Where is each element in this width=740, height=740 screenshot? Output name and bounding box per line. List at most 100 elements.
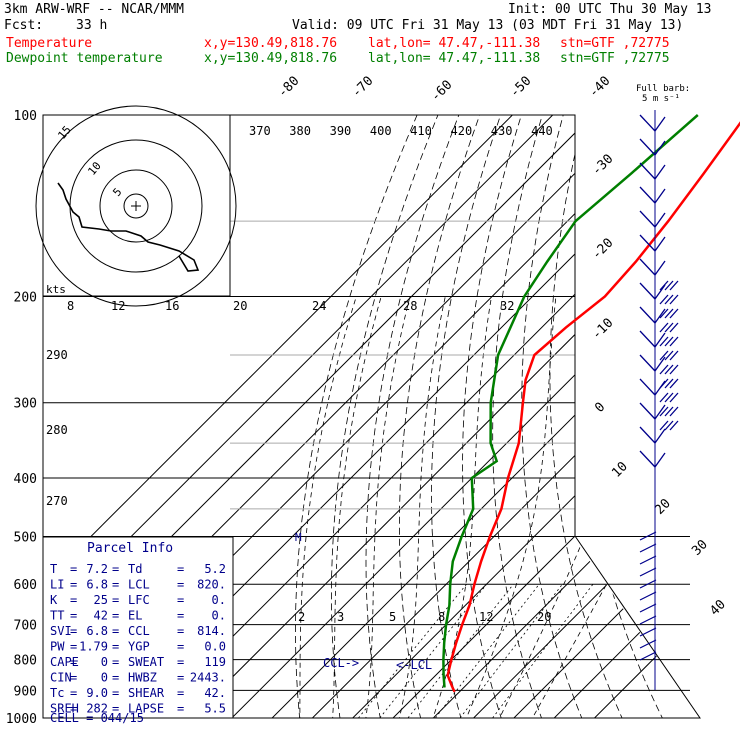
wind-barb-feather	[669, 406, 679, 417]
wind-barb	[654, 260, 666, 276]
wind-barb	[639, 651, 657, 661]
moist-adiabat	[299, 296, 357, 718]
wind-barb	[654, 116, 666, 132]
dry-adiabat	[295, 115, 418, 718]
wind-barb-feather	[669, 336, 679, 347]
dry-adiabat	[521, 115, 588, 718]
isotherm-line	[218, 115, 700, 718]
pressure-tick-label: 200	[14, 291, 37, 306]
theta-label: 400	[370, 124, 392, 138]
parcel-value: 0.	[212, 609, 226, 623]
wind-barb	[639, 627, 657, 637]
wind-barb	[639, 555, 657, 565]
wind-barb	[654, 284, 666, 300]
hodo-speed-label: 24	[312, 299, 326, 313]
parcel-value: 0.	[212, 593, 226, 607]
mixing-ratio-line	[379, 583, 488, 718]
skew-temp-label: -20	[589, 236, 616, 263]
skew-temp-label: 10	[609, 459, 631, 481]
dry-adiabat	[492, 115, 547, 718]
parcel-key: PW	[50, 640, 65, 654]
mixing-ratio-label: 8	[438, 610, 445, 624]
isotherm-line	[339, 115, 700, 718]
m-marker: M	[295, 531, 302, 544]
parcel-eq: =	[112, 578, 119, 592]
pressure-tick-label: 500	[14, 530, 37, 545]
mixing-ratio-label: 12	[479, 610, 493, 624]
theta-side-label: 270	[46, 494, 68, 508]
parcel-eq: =	[70, 562, 77, 576]
parcel-cell: CELL = 044/15	[50, 711, 144, 725]
parcel-value: 119	[204, 655, 226, 669]
parcel-value: 0	[101, 655, 108, 669]
parcel-info: Parcel Info T 7.2 = Td = 5.2 = LI 6.8 = LCL = 820. = K 2…	[42, 536, 234, 725]
wind-barb-feather	[664, 280, 674, 291]
parcel-eq: =	[112, 593, 119, 607]
parcel-key: LFC	[128, 593, 150, 607]
wind-barb-feather	[669, 420, 679, 431]
wind-barb-feather	[669, 308, 679, 319]
parcel-eq: =	[70, 593, 77, 607]
hodo-speed-label: 20	[233, 299, 247, 313]
wind-barb-feather	[659, 378, 669, 389]
wind-barb	[639, 306, 656, 324]
pressure-tick-label: 300	[14, 397, 37, 412]
wind-barb	[639, 138, 656, 156]
mixing-ratio-line	[407, 583, 514, 718]
wind-barb	[654, 140, 666, 156]
isotherm-line	[379, 115, 700, 718]
wind-barb	[654, 356, 666, 372]
wind-barb-feather	[664, 378, 674, 389]
dry-adiabat	[330, 115, 439, 718]
parcel-value: 0.0	[204, 640, 226, 654]
forecast-hours: 33 h	[76, 18, 108, 33]
dry-adiabat	[703, 115, 740, 731]
isotherm-line	[299, 115, 700, 718]
parcel-eq: =	[70, 640, 77, 654]
moist-adiabat	[428, 296, 492, 718]
temperature-surface-segment	[451, 686, 456, 693]
parcel-eq: =	[70, 655, 77, 669]
parcel-key: HWBZ	[128, 671, 157, 685]
temp-latlon: lat,lon= 47.47,-111.38	[368, 36, 541, 51]
wind-barb-feather	[669, 378, 679, 389]
parcel-eq: =	[112, 702, 119, 716]
wind-barb-feather	[669, 280, 679, 291]
wind-barb	[654, 188, 666, 204]
wind-barb	[639, 402, 656, 420]
parcel-eq: =	[177, 671, 184, 685]
wind-barb	[639, 210, 656, 228]
parcel-key: EL	[128, 609, 142, 623]
wind-barb	[654, 404, 666, 420]
isotherm-line	[420, 115, 700, 718]
moist-adiabat	[460, 296, 557, 718]
theta-label: 430	[491, 124, 513, 138]
wind-barb	[639, 258, 656, 276]
parcel-eq: =	[70, 671, 77, 685]
parcel-key: TT	[50, 609, 64, 623]
parcel-eq: =	[177, 702, 184, 716]
wind-barb	[639, 114, 656, 132]
hodograph-trace	[57, 182, 200, 272]
parcel-eq: =	[177, 609, 184, 623]
parcel-value: 1.79	[79, 640, 108, 654]
parcel-value: 2443.	[190, 671, 226, 685]
wind-barb	[654, 164, 666, 180]
wind-barb	[654, 308, 666, 324]
temp-station: stn=GTF ,72775	[560, 36, 670, 51]
skew-temp-label: 30	[689, 537, 711, 559]
wind-barb	[639, 162, 656, 180]
parcel-value: 9.0	[86, 686, 108, 700]
isotherm-line	[43, 115, 541, 718]
parcel-value: 0	[101, 671, 108, 685]
wind-barbs	[639, 110, 679, 690]
wind-barb	[639, 450, 656, 468]
isotherm-line	[541, 115, 700, 718]
moist-adiabat	[331, 296, 382, 718]
temp-xy: x,y=130.49,818.76	[204, 36, 338, 51]
skew-temp-label: 0	[592, 400, 608, 416]
hodo-speed-label: 8	[67, 299, 74, 313]
wind-barb	[639, 354, 656, 372]
lcl-label: <-LCL	[396, 658, 432, 672]
theta-label: 440	[531, 124, 553, 138]
